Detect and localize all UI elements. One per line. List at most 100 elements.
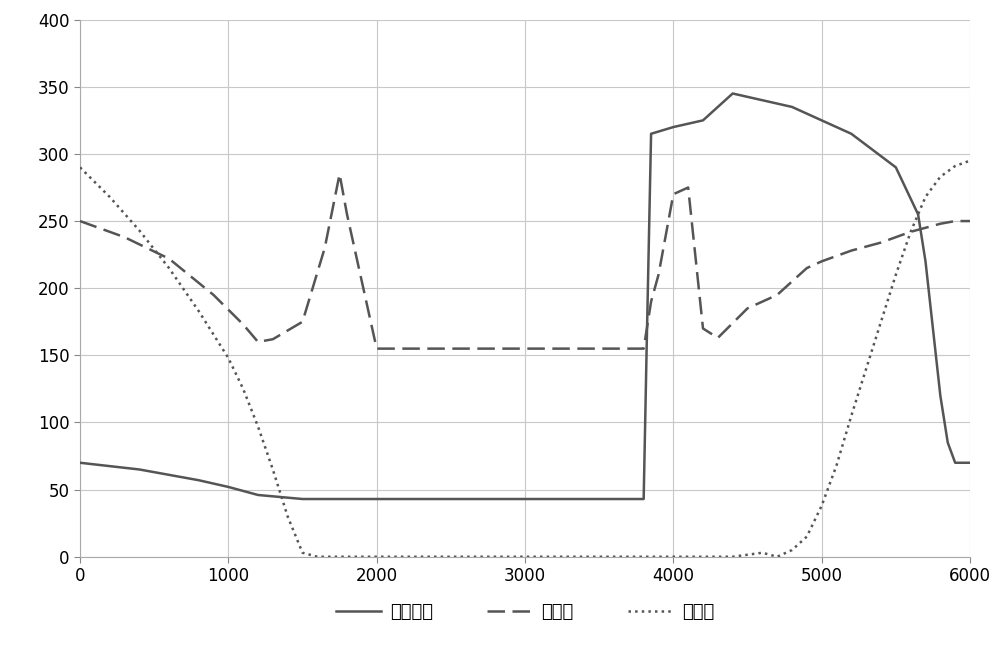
对地面 bbox=[905, 228, 917, 236]
飞行方向 bbox=[934, 392, 946, 400]
飞行方向 bbox=[942, 439, 954, 447]
朝天面 bbox=[519, 553, 531, 561]
对地面 bbox=[118, 233, 130, 241]
飞行方向 bbox=[630, 495, 642, 503]
Legend: 飞行方向, 对地面, 朝天面: 飞行方向, 对地面, 朝天面 bbox=[329, 596, 721, 628]
对地面 bbox=[816, 257, 828, 265]
飞行方向 bbox=[641, 345, 653, 352]
朝天面 bbox=[934, 173, 946, 181]
朝天面 bbox=[964, 157, 976, 164]
朝天面 bbox=[845, 412, 857, 420]
朝天面 bbox=[830, 462, 842, 470]
朝天面 bbox=[237, 385, 249, 393]
对地面 bbox=[163, 255, 175, 263]
朝天面 bbox=[919, 193, 931, 201]
朝天面 bbox=[282, 512, 294, 520]
对地面 bbox=[371, 345, 383, 352]
朝天面 bbox=[163, 264, 175, 272]
飞行方向 bbox=[296, 495, 308, 503]
对地面 bbox=[645, 297, 657, 305]
Line: 对地面: 对地面 bbox=[80, 174, 970, 348]
飞行方向 bbox=[645, 130, 657, 138]
朝天面 bbox=[311, 553, 323, 561]
朝天面 bbox=[875, 318, 887, 326]
对地面 bbox=[771, 291, 783, 299]
朝天面 bbox=[193, 307, 205, 315]
对地面 bbox=[741, 305, 754, 312]
朝天面 bbox=[786, 546, 798, 554]
对地面 bbox=[74, 217, 86, 225]
飞行方向 bbox=[193, 476, 205, 484]
对地面 bbox=[252, 338, 264, 346]
朝天面 bbox=[593, 553, 605, 561]
对地面 bbox=[267, 335, 279, 343]
朝天面 bbox=[222, 354, 234, 362]
Line: 飞行方向: 飞行方向 bbox=[80, 94, 970, 499]
对地面 bbox=[341, 210, 353, 218]
飞行方向 bbox=[593, 495, 605, 503]
飞行方向 bbox=[252, 491, 264, 499]
朝天面 bbox=[801, 533, 813, 540]
朝天面 bbox=[667, 553, 679, 561]
飞行方向 bbox=[638, 495, 650, 503]
飞行方向 bbox=[371, 495, 383, 503]
飞行方向 bbox=[222, 483, 234, 491]
对地面 bbox=[964, 217, 976, 225]
朝天面 bbox=[727, 553, 739, 561]
飞行方向 bbox=[816, 117, 828, 124]
朝天面 bbox=[104, 193, 116, 201]
对地面 bbox=[801, 264, 813, 272]
对地面 bbox=[652, 271, 664, 279]
对地面 bbox=[934, 220, 946, 228]
对地面 bbox=[593, 345, 605, 352]
对地面 bbox=[356, 278, 368, 286]
对地面 bbox=[638, 345, 650, 352]
朝天面 bbox=[890, 271, 902, 279]
朝天面 bbox=[74, 163, 86, 171]
朝天面 bbox=[652, 553, 664, 561]
朝天面 bbox=[252, 422, 264, 430]
飞行方向 bbox=[964, 458, 976, 466]
Line: 朝天面: 朝天面 bbox=[80, 160, 970, 557]
对地面 bbox=[667, 190, 679, 198]
对地面 bbox=[445, 345, 457, 352]
对地面 bbox=[630, 345, 642, 352]
朝天面 bbox=[638, 553, 650, 561]
飞行方向 bbox=[919, 257, 931, 265]
飞行方向 bbox=[667, 123, 679, 131]
飞行方向 bbox=[445, 495, 457, 503]
朝天面 bbox=[267, 466, 279, 474]
飞行方向 bbox=[949, 458, 961, 466]
飞行方向 bbox=[890, 163, 902, 171]
朝天面 bbox=[697, 553, 709, 561]
对地面 bbox=[949, 217, 961, 225]
对地面 bbox=[682, 183, 694, 191]
飞行方向 bbox=[519, 495, 531, 503]
朝天面 bbox=[296, 549, 308, 557]
飞行方向 bbox=[237, 487, 249, 495]
飞行方向 bbox=[74, 458, 86, 466]
对地面 bbox=[845, 247, 857, 255]
朝天面 bbox=[771, 553, 783, 561]
对地面 bbox=[697, 324, 709, 332]
飞行方向 bbox=[912, 210, 924, 218]
飞行方向 bbox=[727, 90, 739, 98]
朝天面 bbox=[133, 227, 145, 234]
飞行方向 bbox=[133, 466, 145, 474]
对地面 bbox=[519, 345, 531, 352]
对地面 bbox=[334, 170, 346, 178]
对地面 bbox=[296, 318, 308, 326]
对地面 bbox=[623, 345, 635, 352]
对地面 bbox=[319, 244, 331, 252]
飞行方向 bbox=[786, 103, 798, 111]
朝天面 bbox=[445, 553, 457, 561]
飞行方向 bbox=[845, 130, 857, 138]
飞行方向 bbox=[697, 117, 709, 124]
对地面 bbox=[712, 334, 724, 342]
飞行方向 bbox=[927, 324, 939, 332]
朝天面 bbox=[949, 162, 961, 170]
飞行方向 bbox=[756, 96, 768, 104]
对地面 bbox=[207, 291, 219, 299]
朝天面 bbox=[756, 549, 768, 557]
朝天面 bbox=[371, 553, 383, 561]
